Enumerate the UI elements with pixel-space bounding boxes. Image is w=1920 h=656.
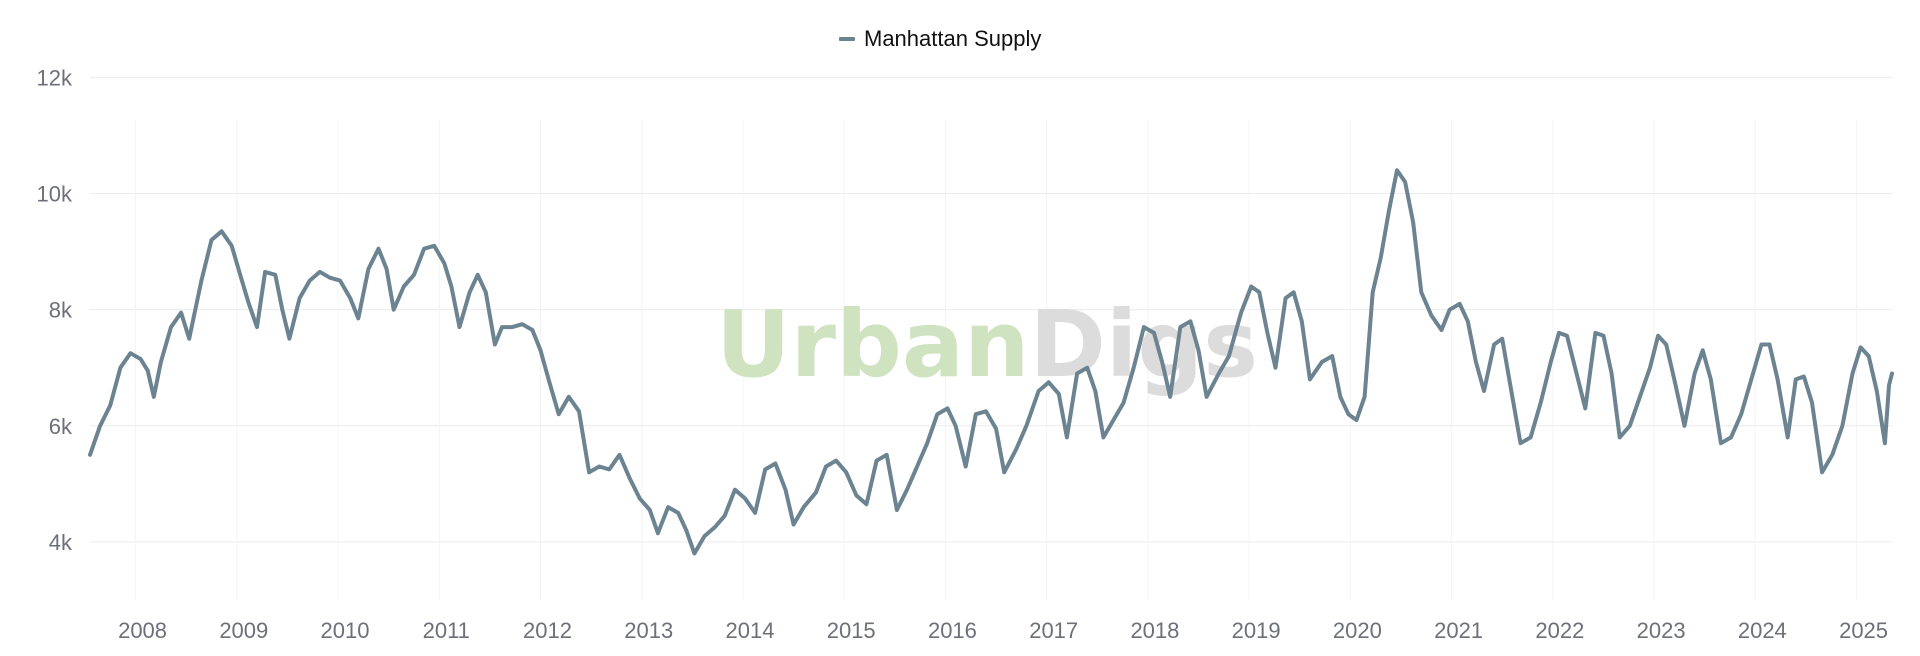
y-tick-label: 12k <box>37 65 73 90</box>
legend[interactable]: Manhattan Supply <box>839 26 1041 51</box>
x-tick-label: 2018 <box>1130 618 1179 643</box>
urbandigs-watermark: UrbanDigs <box>716 291 1258 398</box>
watermark-digs: Digs <box>1029 291 1258 398</box>
x-tick-label: 2015 <box>827 618 876 643</box>
grid <box>90 76 1892 600</box>
x-tick-label: 2011 <box>423 618 470 643</box>
x-tick-label: 2016 <box>928 618 977 643</box>
x-tick-label: 2013 <box>624 618 673 643</box>
x-tick-label: 2010 <box>321 618 370 643</box>
series-layer <box>88 168 1894 556</box>
y-axis-ticks: 4k 6k 8k 10k 12k <box>37 65 73 555</box>
x-tick-label: 2022 <box>1535 618 1584 643</box>
y-tick-label: 4k <box>49 530 73 555</box>
x-tick-label: 2024 <box>1738 618 1787 643</box>
watermark-urban: Urban <box>716 291 1030 398</box>
x-tick-label: 2025 <box>1839 618 1888 643</box>
x-tick-label: 2023 <box>1637 618 1686 643</box>
x-tick-label: 2012 <box>523 618 572 643</box>
series-line-manhattan-supply[interactable] <box>88 168 1894 556</box>
x-tick-label: 2021 <box>1434 618 1483 643</box>
x-tick-label: 2020 <box>1333 618 1382 643</box>
x-tick-label: 2019 <box>1232 618 1281 643</box>
legend-swatch[interactable] <box>839 37 855 41</box>
x-tick-label: 2014 <box>725 618 774 643</box>
x-tick-label: 2009 <box>219 618 268 643</box>
x-tick-label: 2008 <box>118 618 167 643</box>
y-tick-label: 8k <box>49 298 73 323</box>
y-tick-label: 6k <box>49 414 73 439</box>
svg-text:UrbanDigs: UrbanDigs <box>716 291 1258 398</box>
x-axis-ticks: 2008 2009 2010 2011 2012 2013 2014 2015 2016 2017… <box>118 618 1888 643</box>
x-tick-label: 2017 <box>1029 618 1078 643</box>
y-tick-label: 10k <box>37 182 73 207</box>
legend-label[interactable]: Manhattan Supply <box>864 26 1041 51</box>
